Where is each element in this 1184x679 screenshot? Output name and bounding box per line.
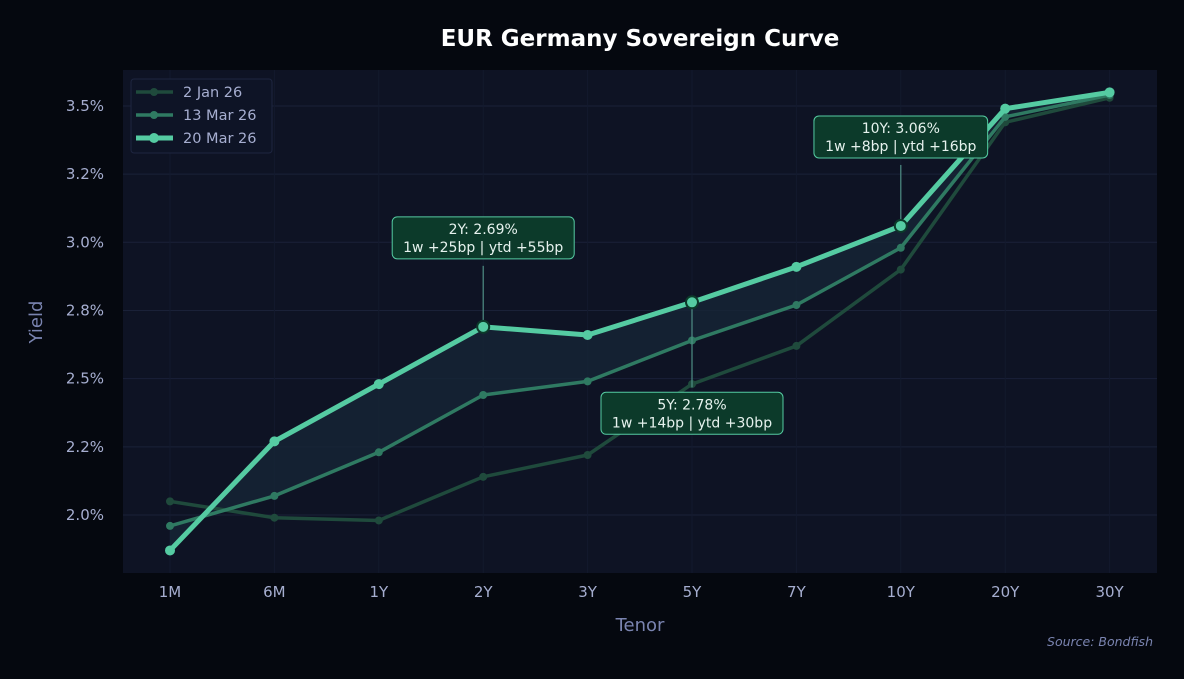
- source-note: Source: Bondfish: [1047, 634, 1153, 649]
- legend-label: 13 Mar 26: [183, 108, 256, 124]
- y-tick-label: 2.2%: [66, 438, 104, 456]
- data-point: [270, 491, 279, 500]
- data-point: [791, 261, 802, 272]
- legend-label: 2 Jan 26: [183, 85, 242, 101]
- spread-fill: [170, 92, 1110, 551]
- series-1: [166, 91, 1114, 530]
- y-tick-label: 2.5%: [66, 370, 104, 388]
- highlight-point: [476, 319, 491, 334]
- x-tick-label: 20Y: [991, 583, 1020, 601]
- x-tick-label: 30Y: [1095, 583, 1124, 601]
- data-point: [269, 436, 280, 447]
- legend-marker: [150, 88, 158, 96]
- data-point: [583, 451, 592, 460]
- y-tick-label: 2.0%: [66, 506, 104, 524]
- legend-box: [130, 78, 273, 154]
- highlight-point: [685, 295, 699, 310]
- data-point: [896, 265, 905, 274]
- data-point: [896, 243, 905, 252]
- x-tick-label: 5Y: [683, 583, 703, 601]
- highlight-point: [893, 218, 908, 233]
- x-tick-label: 6M: [263, 583, 286, 601]
- legend-marker: [150, 111, 158, 119]
- data-point: [374, 448, 383, 457]
- annotation-2Y: 2Y: 2.69% 1w +25bp | ytd +55bp: [391, 216, 575, 334]
- series-line: [168, 89, 1110, 553]
- y-tick-label: 3.0%: [66, 233, 104, 251]
- annotation-10Y: 10Y: 3.06% 1w +8bp | ytd +16bp: [813, 115, 989, 233]
- y-tick-label: 3.5%: [66, 97, 104, 115]
- data-point: [479, 391, 488, 400]
- annotation-5Y: 5Y: 2.78% 1w +14bp | ytd +30bp: [600, 295, 784, 435]
- legend-marker: [149, 133, 159, 143]
- data-point: [792, 341, 801, 350]
- data-point: [373, 379, 384, 390]
- series-line: [169, 93, 1110, 528]
- x-tick-label: 1Y: [369, 583, 389, 601]
- data-point: [582, 330, 593, 341]
- x-tick-label: 7Y: [787, 583, 807, 601]
- annotation-title: 2Y: 2.69%: [449, 222, 518, 238]
- data-point: [1104, 87, 1115, 98]
- annotation-box: [600, 391, 784, 435]
- chart-title: EUR Germany Sovereign Curve: [441, 26, 840, 52]
- x-tick-label: 1M: [159, 583, 182, 601]
- annotation-changes: 1w +14bp | ytd +30bp: [612, 415, 772, 431]
- data-point: [166, 521, 174, 530]
- annotation-changes: 1w +25bp | ytd +55bp: [403, 240, 563, 256]
- y-tick-label: 3.2%: [66, 165, 104, 183]
- x-axis-label: Tenor: [615, 615, 665, 636]
- annotation-box: [391, 216, 575, 260]
- x-tick-label: 2Y: [474, 583, 494, 601]
- annotation-title: 5Y: 2.78%: [657, 397, 726, 413]
- annotation-box: [813, 115, 989, 159]
- data-point: [374, 516, 383, 525]
- data-point: [479, 472, 488, 481]
- data-point: [270, 513, 279, 522]
- annotation-changes: 1w +8bp | ytd +16bp: [825, 139, 976, 155]
- data-point: [165, 545, 175, 556]
- y-axis-label: Yield: [26, 301, 47, 345]
- data-point: [166, 497, 174, 506]
- data-point: [792, 301, 801, 310]
- data-point: [583, 377, 592, 386]
- legend-label: 20 Mar 26: [183, 131, 256, 147]
- x-tick-label: 10Y: [887, 583, 916, 601]
- annotation-title: 10Y: 3.06%: [862, 121, 940, 137]
- data-point: [1000, 103, 1011, 114]
- x-tick-label: 3Y: [578, 583, 598, 601]
- y-tick-label: 2.8%: [66, 301, 104, 319]
- data-point: [1001, 112, 1010, 121]
